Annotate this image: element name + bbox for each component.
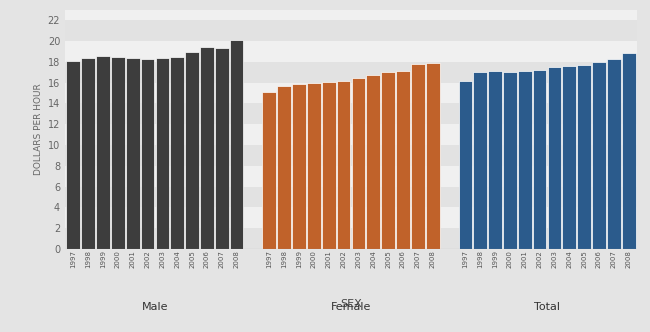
Bar: [503, 72, 517, 249]
Bar: [473, 72, 487, 249]
X-axis label: SEX: SEX: [340, 299, 362, 309]
Bar: [65, 104, 637, 124]
Bar: [65, 62, 637, 83]
Bar: [533, 70, 547, 249]
Bar: [488, 71, 502, 249]
Bar: [292, 84, 306, 249]
Bar: [65, 83, 637, 104]
Bar: [396, 71, 410, 249]
Bar: [307, 83, 320, 249]
Bar: [547, 67, 561, 249]
Bar: [426, 63, 439, 249]
Bar: [352, 77, 365, 249]
Bar: [592, 62, 606, 249]
Bar: [65, 124, 637, 145]
Bar: [81, 58, 95, 249]
Bar: [96, 56, 110, 249]
Bar: [65, 228, 637, 249]
Bar: [66, 61, 80, 249]
Bar: [518, 71, 532, 249]
Bar: [562, 66, 576, 249]
Bar: [382, 72, 395, 249]
Bar: [65, 208, 637, 228]
Bar: [185, 51, 199, 249]
Bar: [111, 57, 125, 249]
Text: Male: Male: [142, 301, 168, 312]
Bar: [141, 59, 155, 249]
Bar: [155, 58, 169, 249]
Bar: [65, 41, 637, 62]
Bar: [607, 59, 621, 249]
Bar: [622, 52, 636, 249]
Bar: [65, 145, 637, 166]
Bar: [411, 64, 424, 249]
Bar: [200, 47, 214, 249]
Bar: [577, 65, 591, 249]
Bar: [367, 75, 380, 249]
Bar: [458, 81, 472, 249]
Text: Total: Total: [534, 301, 560, 312]
Text: Female: Female: [331, 301, 371, 312]
Bar: [278, 86, 291, 249]
Bar: [65, 187, 637, 208]
Bar: [230, 40, 244, 249]
Bar: [65, 166, 637, 187]
Bar: [65, 20, 637, 41]
Bar: [170, 57, 184, 249]
Bar: [126, 58, 140, 249]
Bar: [215, 48, 229, 249]
Bar: [337, 81, 350, 249]
Y-axis label: DOLLARS PER HOUR: DOLLARS PER HOUR: [34, 84, 44, 175]
Bar: [263, 92, 276, 249]
Bar: [322, 82, 335, 249]
